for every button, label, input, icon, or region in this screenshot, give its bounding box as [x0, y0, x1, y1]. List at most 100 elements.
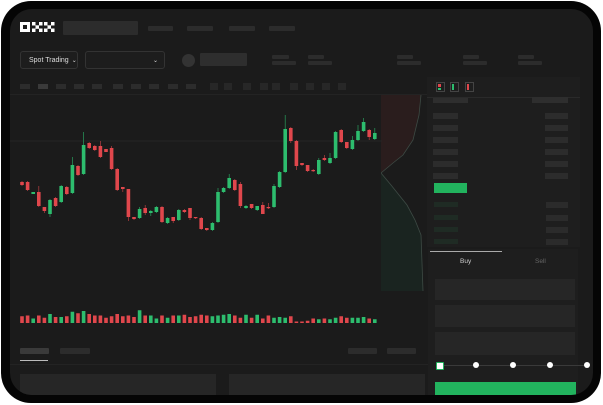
chart-tool-icon[interactable]	[322, 83, 330, 90]
volume-bar	[154, 318, 159, 323]
chart-tool-icon[interactable]	[338, 83, 346, 90]
order-book-both-icon[interactable]	[436, 82, 445, 92]
bottom-divider	[10, 364, 430, 365]
candle-body	[126, 189, 131, 217]
slider-handle[interactable]	[436, 362, 444, 370]
volume-bar	[48, 314, 52, 323]
tab-open-orders[interactable]	[20, 348, 49, 354]
volume-bar	[137, 310, 142, 323]
volume-bar	[98, 315, 103, 323]
market-selector[interactable]: Spot Trading ⌄	[20, 51, 78, 69]
stat-label	[397, 55, 413, 59]
buy-tab-underline	[430, 251, 502, 252]
timeframe-button[interactable]	[168, 84, 178, 89]
volume-bar	[216, 315, 220, 323]
volume-bar	[87, 314, 91, 323]
volume-bar	[244, 314, 248, 323]
tab-sell[interactable]: Sell	[535, 258, 546, 265]
volume-bar	[53, 317, 58, 323]
filter-button[interactable]	[348, 348, 377, 354]
candle-body	[283, 129, 287, 172]
slider-stop[interactable]	[510, 362, 516, 368]
volume-bar	[59, 317, 63, 323]
volume-bar	[311, 318, 315, 323]
okx-logo[interactable]	[20, 20, 56, 32]
volume-bar	[132, 317, 136, 323]
chart-tool-icon[interactable]	[272, 83, 280, 90]
chart-tool-icon[interactable]	[224, 83, 232, 90]
chart-tool-icon[interactable]	[306, 83, 314, 90]
nav-item[interactable]	[187, 26, 213, 31]
pair-selector[interactable]: ⌄	[85, 51, 165, 69]
timeframe-button[interactable]	[92, 84, 102, 89]
candle-body	[59, 186, 63, 202]
timeframe-button[interactable]	[131, 84, 141, 89]
bid-price	[434, 227, 458, 232]
total-input[interactable]	[435, 332, 575, 355]
candle-body	[333, 132, 338, 158]
volume-bar	[367, 318, 371, 323]
volume-bar	[188, 317, 192, 323]
timeframe-button[interactable]	[74, 84, 84, 89]
nav-item[interactable]	[269, 26, 295, 31]
chart-tool-icon[interactable]	[290, 83, 298, 90]
volume-bar	[227, 314, 231, 323]
ask-amount	[545, 137, 568, 143]
slider-stop[interactable]	[547, 362, 553, 368]
depth-chart	[381, 95, 424, 291]
volume-bar	[238, 317, 243, 323]
depth-line	[381, 95, 424, 291]
candle-body	[311, 170, 315, 172]
timeframe-button[interactable]	[56, 84, 66, 89]
candle-body	[53, 198, 58, 206]
candle-body	[143, 208, 147, 213]
ask-price	[433, 149, 458, 155]
orders-panel	[20, 374, 216, 395]
candle-body	[249, 204, 254, 208]
bid-amount	[546, 227, 568, 233]
buy-submit-button[interactable]	[435, 382, 576, 395]
nav-item[interactable]	[229, 26, 255, 31]
chart-tool-icon[interactable]	[260, 83, 268, 90]
candle-body	[373, 133, 377, 139]
tab-buy[interactable]: Buy	[460, 258, 472, 265]
stat-value	[308, 61, 332, 65]
filter-button[interactable]	[387, 348, 416, 354]
volume-bar	[160, 315, 164, 323]
volume-bar	[126, 315, 131, 323]
candle-body	[70, 165, 75, 193]
chart-tool-icon[interactable]	[243, 83, 251, 90]
order-book-bids-icon[interactable]	[450, 82, 459, 92]
chart-tool-icon[interactable]	[210, 83, 218, 90]
nav-item[interactable]	[148, 26, 173, 31]
ask-price	[433, 137, 458, 143]
price-input[interactable]	[435, 279, 575, 300]
volume-bar	[333, 317, 338, 323]
ask-amount	[545, 173, 568, 179]
ask-amount	[545, 161, 568, 167]
candle-body	[171, 217, 175, 221]
candle-body	[261, 205, 265, 214]
candlestick-chart[interactable]	[10, 95, 382, 335]
volume-bar	[205, 315, 209, 323]
timeframe-button[interactable]	[20, 84, 30, 89]
timeframe-button[interactable]	[113, 84, 123, 89]
volume-bar	[261, 318, 265, 323]
candle-body	[109, 148, 114, 169]
stat-label	[272, 55, 289, 59]
candle-body	[322, 158, 327, 160]
candle-body	[149, 211, 153, 213]
timeframe-button[interactable]	[186, 84, 196, 89]
timeframe-button[interactable]	[149, 84, 159, 89]
tab-order-history[interactable]	[60, 348, 90, 354]
candle-body	[137, 209, 142, 218]
slider-stop[interactable]	[584, 362, 590, 368]
slider-stop[interactable]	[473, 362, 479, 368]
search-bar[interactable]	[63, 21, 138, 35]
order-book-asks-icon[interactable]	[465, 82, 474, 92]
amount-input[interactable]	[435, 305, 575, 327]
volume-bar	[143, 315, 147, 323]
timeframe-button[interactable]	[38, 84, 48, 89]
volume-bar	[165, 317, 170, 323]
chevron-down-icon: ⌄	[152, 57, 158, 64]
